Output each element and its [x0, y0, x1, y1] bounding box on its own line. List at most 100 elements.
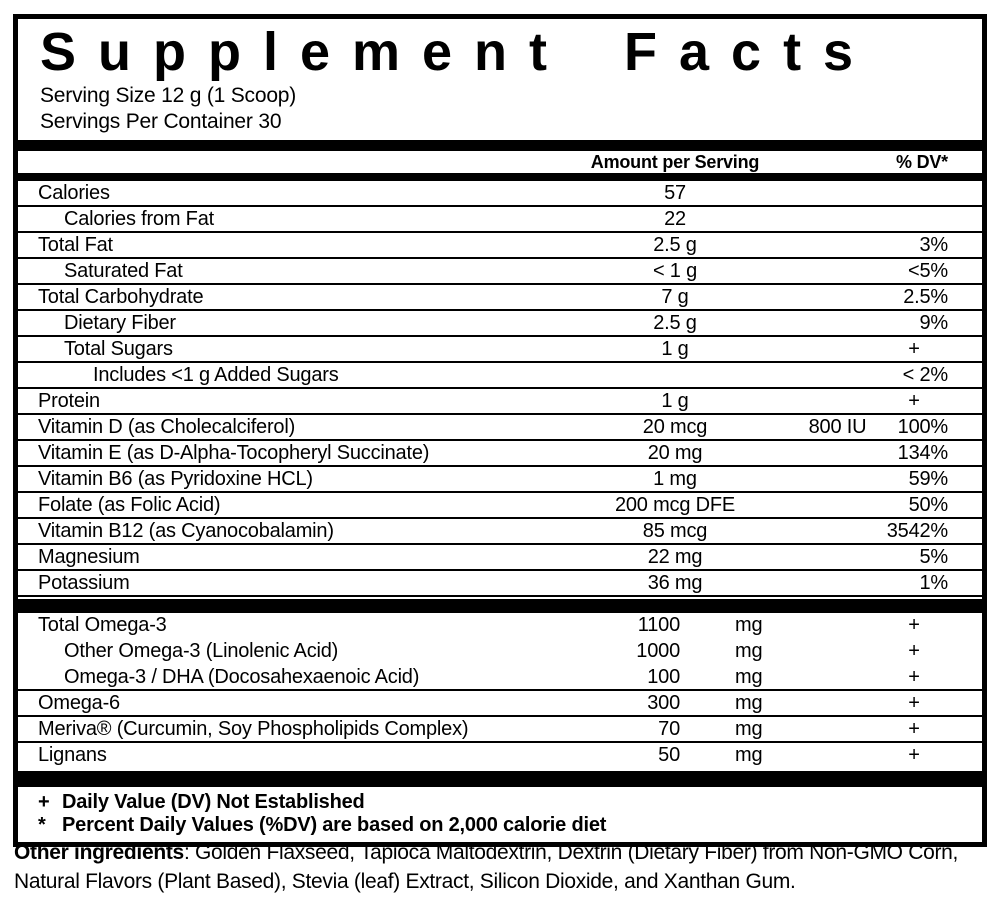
nutrient-amount: 70 — [658, 717, 680, 740]
table-row: Vitamin B6 (as Pyridoxine HCL) 1 mg 59% — [18, 467, 982, 493]
thick-rule-bottom — [18, 771, 982, 787]
nutrient-name: Protein — [38, 389, 100, 412]
nutrient-name: Total Carbohydrate — [38, 285, 204, 308]
column-headers: Amount per Serving % DV* — [18, 151, 982, 173]
nutrient-amount: 1 g — [661, 389, 689, 412]
nutrient-amount: 20 mcg — [642, 415, 708, 438]
nutrient-dv: + — [908, 337, 920, 360]
other-ingredients: Other ingredients: Golden Flaxseed, Tapi… — [14, 838, 990, 896]
nutrient-amount: 7 g — [661, 285, 689, 308]
table-row: Vitamin D (as Cholecalciferol) 20 mcg 800 … — [18, 415, 982, 441]
table-row: Omega-3 / DHA (Docosahexaenoic Acid) 100 m… — [18, 665, 982, 691]
percent-dv-header: % DV* — [895, 151, 948, 172]
nutrient-name: Vitamin E (as D-Alpha-Tocopheryl Succina… — [38, 441, 430, 464]
nutrient-name: Omega-3 / DHA (Docosahexaenoic Acid) — [64, 665, 420, 688]
nutrient-dv: 2.5% — [903, 285, 948, 308]
nutrient-dv: 3% — [919, 233, 948, 256]
nutrient-name: Lignans — [38, 743, 107, 766]
footnote-asterisk-text: Percent Daily Values (%DV) are based on … — [62, 814, 607, 836]
nutrient-unit: mg — [735, 691, 763, 714]
nutrient-dv: + — [908, 743, 920, 766]
other-ingredients-label: Other ingredients — [14, 841, 184, 864]
nutrient-amount: 300 — [647, 691, 680, 714]
nutrient-dv: + — [908, 691, 920, 714]
nutrient-dv: 5% — [919, 545, 948, 568]
nutrient-name: Calories — [38, 181, 110, 204]
nutrient-dv: 59% — [908, 467, 949, 490]
nutrient-name: Omega-6 — [38, 691, 120, 714]
nutrient-unit: mg — [735, 743, 763, 766]
nutrient-name: Dietary Fiber — [64, 311, 176, 334]
nutrient-extra: 800 IU — [808, 415, 867, 438]
nutrient-unit: mg — [735, 665, 763, 688]
nutrient-amount: 1000 — [636, 639, 680, 662]
nutrient-amount: < 1 g — [652, 259, 698, 282]
nutrient-name: Total Omega-3 — [38, 613, 167, 636]
other-ingredients-text: : Golden Flaxseed, Tapioca Maltodextrin,… — [14, 841, 959, 893]
nutrient-amount: 22 — [664, 207, 686, 230]
nutrient-name: Includes <1 g Added Sugars — [93, 363, 339, 386]
nutrient-amount: 50 — [658, 743, 680, 766]
table-row: Vitamin E (as D-Alpha-Tocopheryl Succina… — [18, 441, 982, 467]
nutrient-dv: 50% — [908, 493, 949, 516]
table-row: Calories 57 — [18, 181, 982, 207]
nutrient-amount: 100 — [647, 665, 680, 688]
nutrient-amount: 22 mg — [647, 545, 703, 568]
table-row: Total Omega-3 1100 mg + — [18, 613, 982, 639]
other-compounds-table: Total Omega-3 1100 mg + Other Omega-3 (Linol… — [18, 613, 982, 769]
table-row: Protein 1 g + — [18, 389, 982, 415]
table-row: Total Fat 2.5 g 3% — [18, 233, 982, 259]
footnote-percent-dv: * Percent Daily Values (%DV) are based o… — [18, 814, 982, 837]
table-row: Total Sugars 1 g + — [18, 337, 982, 363]
nutrient-name: Other Omega-3 (Linolenic Acid) — [64, 639, 339, 662]
nutrient-amount: 36 mg — [647, 571, 703, 594]
thick-rule-middle — [18, 599, 982, 613]
nutrient-dv: + — [908, 717, 920, 740]
footnotes: + Daily Value (DV) Not Established * Per… — [18, 787, 982, 842]
nutrient-name: Meriva® (Curcumin, Soy Phospholipids Com… — [38, 717, 469, 740]
panel-title: Supplement Facts — [40, 23, 876, 81]
nutrient-name: Saturated Fat — [64, 259, 183, 282]
nutrient-amount: 1 mg — [653, 467, 697, 490]
nutrient-dv: 100% — [897, 415, 949, 438]
serving-size: Serving Size 12 g (1 Scoop) — [40, 84, 297, 107]
nutrient-name: Vitamin B12 (as Cyanocobalamin) — [38, 519, 334, 542]
nutrient-dv: 9% — [919, 311, 948, 334]
nutrient-dv: 134% — [897, 441, 949, 464]
nutrient-dv: <5% — [908, 259, 948, 282]
table-row: Includes <1 g Added Sugars < 2% — [18, 363, 982, 389]
table-row: Omega-6 300 mg + — [18, 691, 982, 717]
thick-rule-top — [18, 140, 982, 151]
table-row: Calories from Fat 22 — [18, 207, 982, 233]
nutrient-dv: 3542% — [886, 519, 948, 542]
nutrient-unit: mg — [735, 613, 763, 636]
nutrient-unit: mg — [735, 639, 763, 662]
nutrient-amount: 200 mcg DFE — [614, 493, 736, 516]
table-row: Dietary Fiber 2.5 g 9% — [18, 311, 982, 337]
nutrient-amount: 20 mg — [647, 441, 703, 464]
table-row: Meriva® (Curcumin, Soy Phospholipids Com… — [18, 717, 982, 743]
nutrient-name: Total Sugars — [64, 337, 173, 360]
footnote-plus-text: Daily Value (DV) Not Established — [62, 791, 365, 813]
nutrient-unit: mg — [735, 717, 763, 740]
footnote-plus-marker: + — [38, 791, 50, 813]
nutrient-dv: < 2% — [902, 363, 949, 386]
nutrient-name: Magnesium — [38, 545, 140, 568]
nutrient-amount: 2.5 g — [653, 233, 697, 256]
table-row: Other Omega-3 (Linolenic Acid) 1000 mg + — [18, 639, 982, 665]
servings-per-container: Servings Per Container 30 — [40, 110, 282, 133]
nutrient-dv: + — [908, 639, 920, 662]
nutrient-dv: + — [908, 613, 920, 636]
nutrient-amount: 2.5 g — [653, 311, 697, 334]
nutrient-amount: 1100 — [637, 613, 680, 636]
nutrient-dv: 1% — [919, 571, 948, 594]
nutrient-dv: + — [908, 389, 920, 412]
nutrient-name: Total Fat — [38, 233, 113, 256]
nutrient-amount: 1 g — [661, 337, 689, 360]
nutrient-name: Vitamin B6 (as Pyridoxine HCL) — [38, 467, 313, 490]
thin-rule-below-headers — [18, 173, 982, 181]
nutrient-amount: 85 mcg — [642, 519, 708, 542]
amount-per-serving-header: Amount per Serving — [590, 151, 760, 172]
nutrient-table: Calories 57 Calories from Fat 22 Total Fat 2.… — [18, 181, 982, 597]
